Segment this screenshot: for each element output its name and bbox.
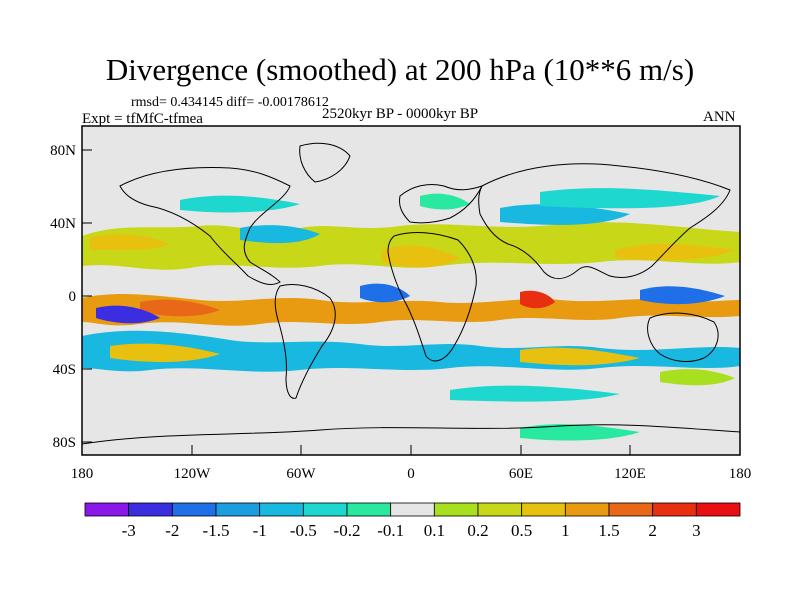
africa-outline (387, 232, 477, 362)
lat-tick-label: 40N (50, 216, 76, 232)
field-region (640, 286, 725, 305)
colorbar-swatch (433, 502, 479, 517)
field-region (382, 245, 460, 268)
colorbar-label: -0.2 (334, 521, 361, 540)
lon-tick-label: 60E (509, 466, 533, 482)
colorbar-label: -1 (253, 521, 267, 540)
chart-title: Divergence (smoothed) at 200 hPa (10**6 … (105, 52, 695, 87)
field-region (540, 188, 720, 209)
colorbar-swatch (302, 502, 348, 517)
colorbar-label: 1.5 (598, 521, 619, 540)
colorbar-swatch (521, 502, 566, 517)
colorbar-label: -2 (165, 521, 179, 540)
australia-outline (647, 312, 719, 362)
south-america-outline (274, 284, 336, 399)
experiment-label: Expt = tfMfC-tfmea (82, 111, 203, 127)
lon-tick-label: 180 (71, 466, 94, 482)
colorbar-swatch (390, 502, 435, 517)
lat-tick-label: 40S (53, 362, 76, 378)
lon-tick-label: 120E (614, 466, 646, 482)
field-region (520, 424, 640, 441)
field-region (82, 294, 740, 326)
lat-tick-label: 80S (53, 435, 76, 451)
colorbar-label: 0.5 (511, 521, 532, 540)
field-region (520, 290, 555, 309)
colorbar-swatch (171, 502, 217, 517)
colorbar-label: -3 (122, 521, 136, 540)
colorbar-swatch (215, 502, 261, 517)
season-label: ANN (703, 109, 736, 125)
lat-tick-label: 0 (69, 289, 77, 305)
asia-outline (478, 163, 731, 279)
period-label: 2520kyr BP - 0000kyr BP (322, 106, 479, 122)
colorbar-label: -0.5 (290, 521, 317, 540)
field-region (360, 283, 410, 303)
stats-label: rmsd= 0.434145 diff= -0.00178612 (131, 95, 329, 110)
antarctica-outline (82, 424, 740, 445)
field-region (520, 347, 640, 366)
field-region (660, 369, 735, 386)
colorbar-swatch (477, 502, 523, 517)
colorbar-label: 3 (692, 521, 701, 540)
field-region (90, 234, 170, 251)
field-region (420, 193, 470, 210)
colorbar-swatch (84, 502, 130, 517)
colorbar-swatch (259, 502, 304, 517)
coastlines (82, 142, 740, 445)
lon-axis: 180 120W 60W 0 60E 120E 180 (71, 445, 752, 482)
colorbar-label: -1.5 (203, 521, 230, 540)
map-background (82, 126, 740, 455)
colorbar-swatch (695, 502, 741, 517)
colorbar-swatch (564, 502, 610, 517)
lon-tick-label: 60W (286, 466, 316, 482)
field-region (450, 385, 620, 402)
field-region (240, 225, 320, 244)
lat-tick-label: 80N (50, 143, 76, 159)
europe-outline (399, 183, 483, 224)
colorbar-swatch (652, 502, 697, 517)
lon-tick-label: 120W (174, 466, 212, 482)
colorbar-label: 1 (561, 521, 570, 540)
divergence-field (82, 188, 740, 441)
greenland-outline (299, 142, 351, 183)
colorbar-swatch (608, 502, 654, 517)
lon-tick-label: 0 (407, 466, 415, 482)
colorbar-label: -0.1 (377, 521, 404, 540)
field-region (500, 204, 630, 225)
field-region (615, 243, 735, 261)
colorbar-swatch (346, 502, 392, 517)
colorbar-label: 0.2 (467, 521, 488, 540)
field-region (96, 305, 160, 324)
field-region (110, 343, 220, 363)
colorbar-label: 0.1 (424, 521, 445, 540)
north-america-outline (119, 167, 291, 285)
lat-axis: 80N 40N 0 40S 80S (50, 143, 92, 451)
field-region (140, 299, 220, 317)
colorbar-swatch (128, 502, 173, 517)
lon-tick-label: 180 (729, 466, 752, 482)
colorbar: -3 -2 -1.5 -1 -0.5 -0.2 -0.1 0.1 0.2 0.5 1 1.5 2 3 (84, 502, 741, 540)
colorbar-label: 2 (648, 521, 657, 540)
